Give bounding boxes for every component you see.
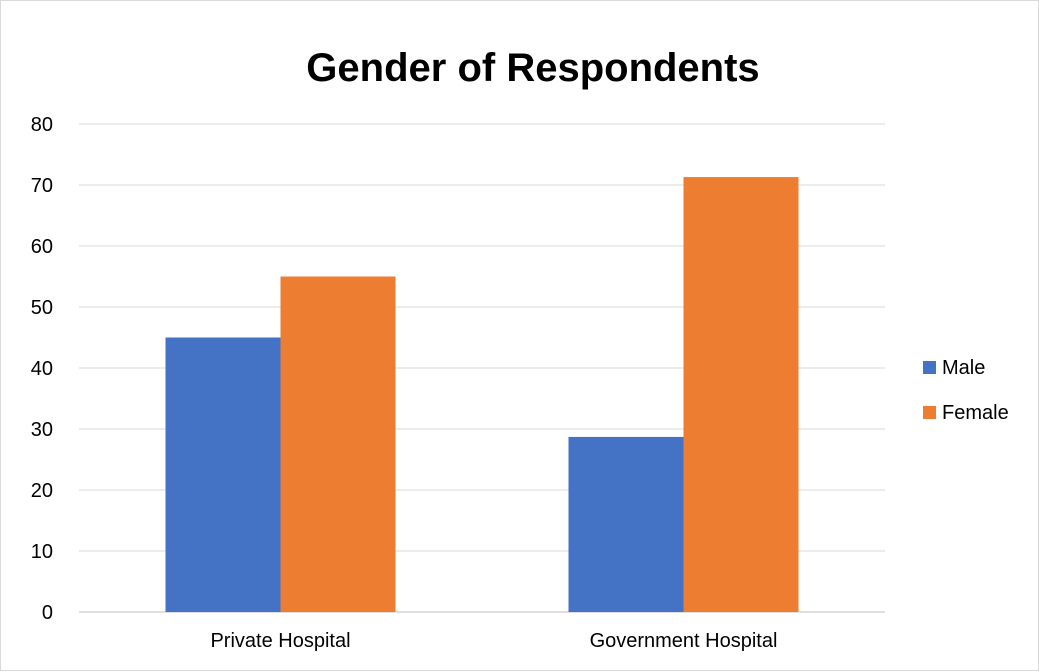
bar-female-2 — [683, 177, 799, 612]
x-axis-ticks: Private Hospital Government Hospital — [210, 630, 777, 652]
y-tick-label: 0 — [42, 602, 53, 624]
bar-male-2 — [568, 436, 684, 612]
legend: Male Female — [923, 357, 1009, 424]
x-tick-label: Private Hospital — [210, 630, 350, 652]
y-tick-label: 40 — [31, 358, 53, 380]
chart-title: Gender of Respondents — [306, 46, 759, 90]
bar-male-1 — [165, 337, 281, 612]
bars — [165, 177, 799, 612]
x-tick-label: Government Hospital — [590, 630, 778, 652]
y-tick-label: 80 — [31, 114, 53, 136]
bar-female-1 — [280, 276, 396, 612]
y-tick-label: 70 — [31, 175, 53, 197]
legend-label: Male — [942, 357, 985, 379]
y-tick-label: 60 — [31, 236, 53, 258]
y-tick-label: 20 — [31, 480, 53, 502]
y-axis-ticks: 0 10 20 30 40 50 60 70 80 — [31, 114, 53, 624]
legend-swatch — [923, 406, 936, 419]
y-tick-label: 10 — [31, 541, 53, 563]
legend-label: Female — [942, 402, 1009, 424]
y-tick-label: 50 — [31, 297, 53, 319]
legend-swatch — [923, 361, 936, 374]
y-tick-label: 30 — [31, 419, 53, 441]
